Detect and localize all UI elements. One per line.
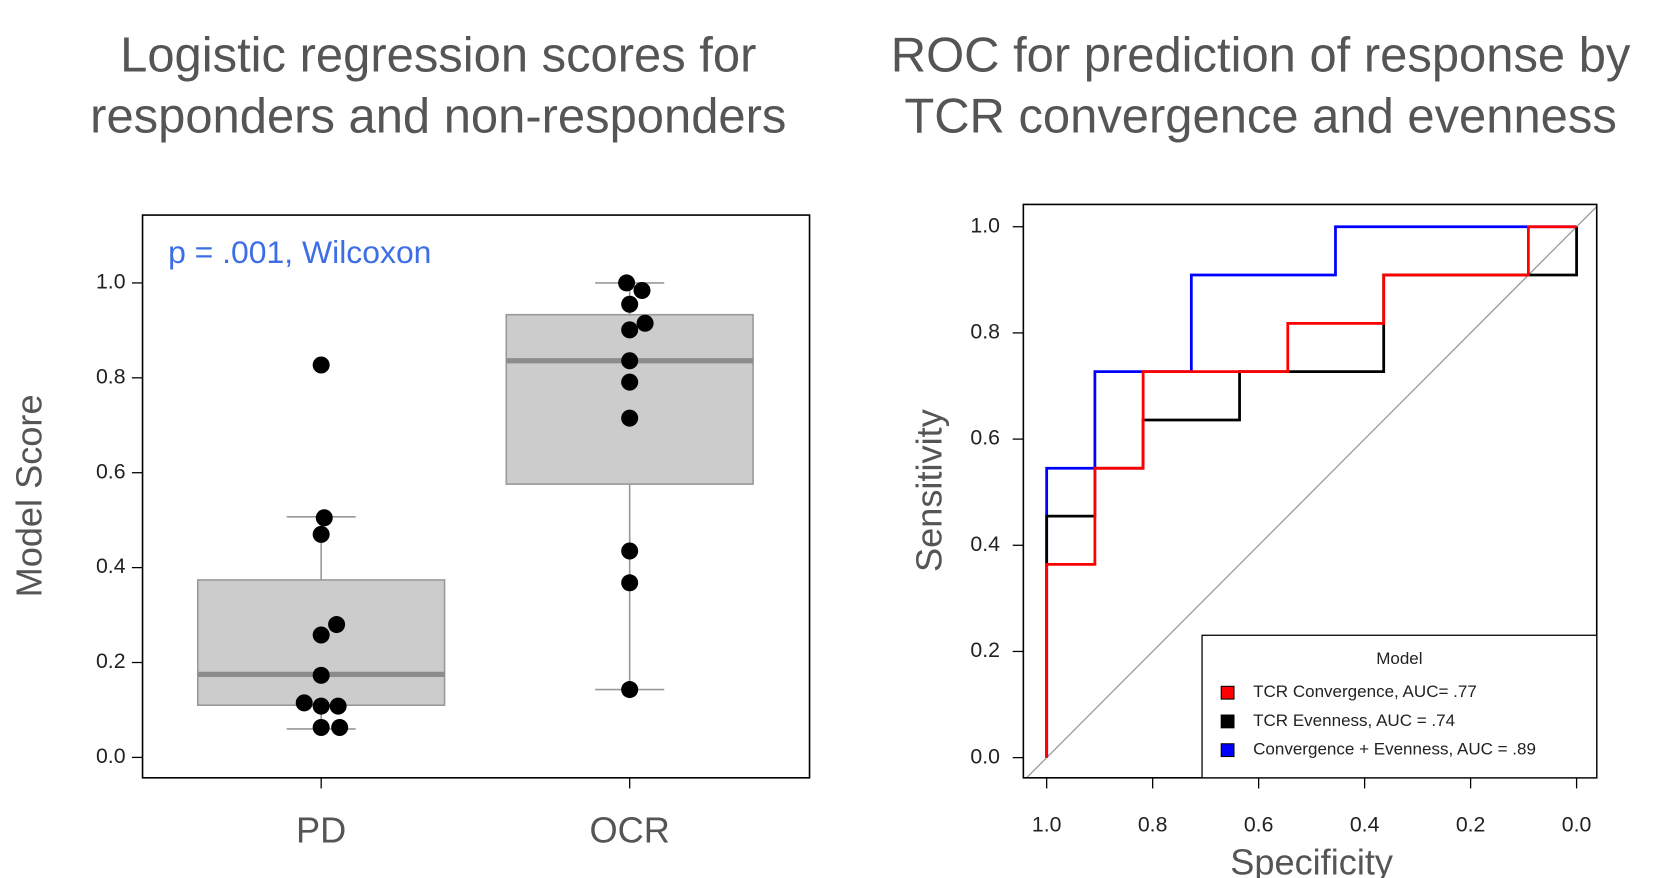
roc-curve: [1045, 225, 1577, 758]
data-point: [295, 694, 313, 712]
x-tick-label: 0.4: [1350, 812, 1380, 836]
y-tick-label: 0.4: [96, 554, 126, 578]
x-tick-label: OCR: [589, 810, 669, 851]
data-point: [621, 574, 639, 592]
y-tick-label: 1.0: [96, 270, 126, 294]
x-tick-label: 0.2: [1456, 812, 1486, 836]
data-point: [621, 681, 639, 699]
y-axis-label: Sensitivity: [908, 409, 949, 572]
legend-swatch: [1220, 743, 1235, 758]
legend-label: TCR Evenness, AUC = .74: [1253, 711, 1455, 730]
data-point: [312, 666, 330, 684]
data-point: [618, 274, 636, 292]
legend-label: Convergence + Evenness, AUC = .89: [1253, 740, 1536, 759]
data-point: [331, 719, 349, 737]
data-point: [315, 509, 333, 527]
y-tick-label: 1.0: [970, 213, 1000, 237]
data-point: [633, 282, 651, 300]
x-tick-label: 1.0: [1032, 812, 1062, 836]
data-point: [621, 542, 639, 560]
x-tick-label: 0.0: [1562, 812, 1592, 836]
legend-label: TCR Convergence, AUC= .77: [1253, 682, 1477, 701]
chart-title: responders and non-responders: [90, 89, 786, 143]
legend-box: [1201, 634, 1598, 779]
data-point: [621, 321, 639, 339]
x-axis-label: Specificity: [1230, 842, 1393, 878]
y-tick-label: 0.2: [96, 649, 126, 673]
y-tick-label: 0.6: [970, 426, 1000, 450]
data-point: [312, 719, 330, 737]
y-tick-label: 0.6: [96, 459, 126, 483]
data-point: [621, 409, 639, 427]
data-point: [328, 616, 346, 634]
data-point: [312, 697, 330, 715]
data-point: [621, 352, 639, 370]
y-tick-label: 0.2: [970, 638, 1000, 662]
chart-title: ROC for prediction of response by: [891, 29, 1631, 83]
x-tick-label: PD: [296, 810, 346, 851]
legend-swatch: [1220, 714, 1235, 729]
x-tick-label: 0.6: [1244, 812, 1274, 836]
legend-swatch: [1220, 685, 1235, 700]
legend-title: Model: [1376, 649, 1422, 668]
reference-line: [1025, 206, 1597, 778]
chart-title: TCR convergence and evenness: [904, 89, 1616, 143]
y-axis-label: Model Score: [8, 394, 49, 597]
annotation: p = .001, Wilcoxon: [168, 234, 431, 270]
plot-frame: [141, 214, 811, 779]
y-tick-label: 0.8: [96, 364, 126, 388]
data-point: [312, 525, 330, 543]
box: [505, 313, 754, 485]
x-tick-label: 0.8: [1138, 812, 1168, 836]
y-tick-label: 0.0: [970, 744, 1000, 768]
data-point: [636, 314, 654, 332]
data-point: [621, 295, 639, 313]
data-point: [312, 626, 330, 644]
y-tick-label: 0.4: [970, 532, 1000, 556]
data-point: [621, 373, 639, 391]
data-point: [329, 697, 347, 715]
y-tick-label: 0.8: [970, 320, 1000, 344]
data-point: [312, 356, 330, 374]
chart-title: Logistic regression scores for: [120, 29, 756, 83]
y-tick-label: 0.0: [96, 744, 126, 768]
